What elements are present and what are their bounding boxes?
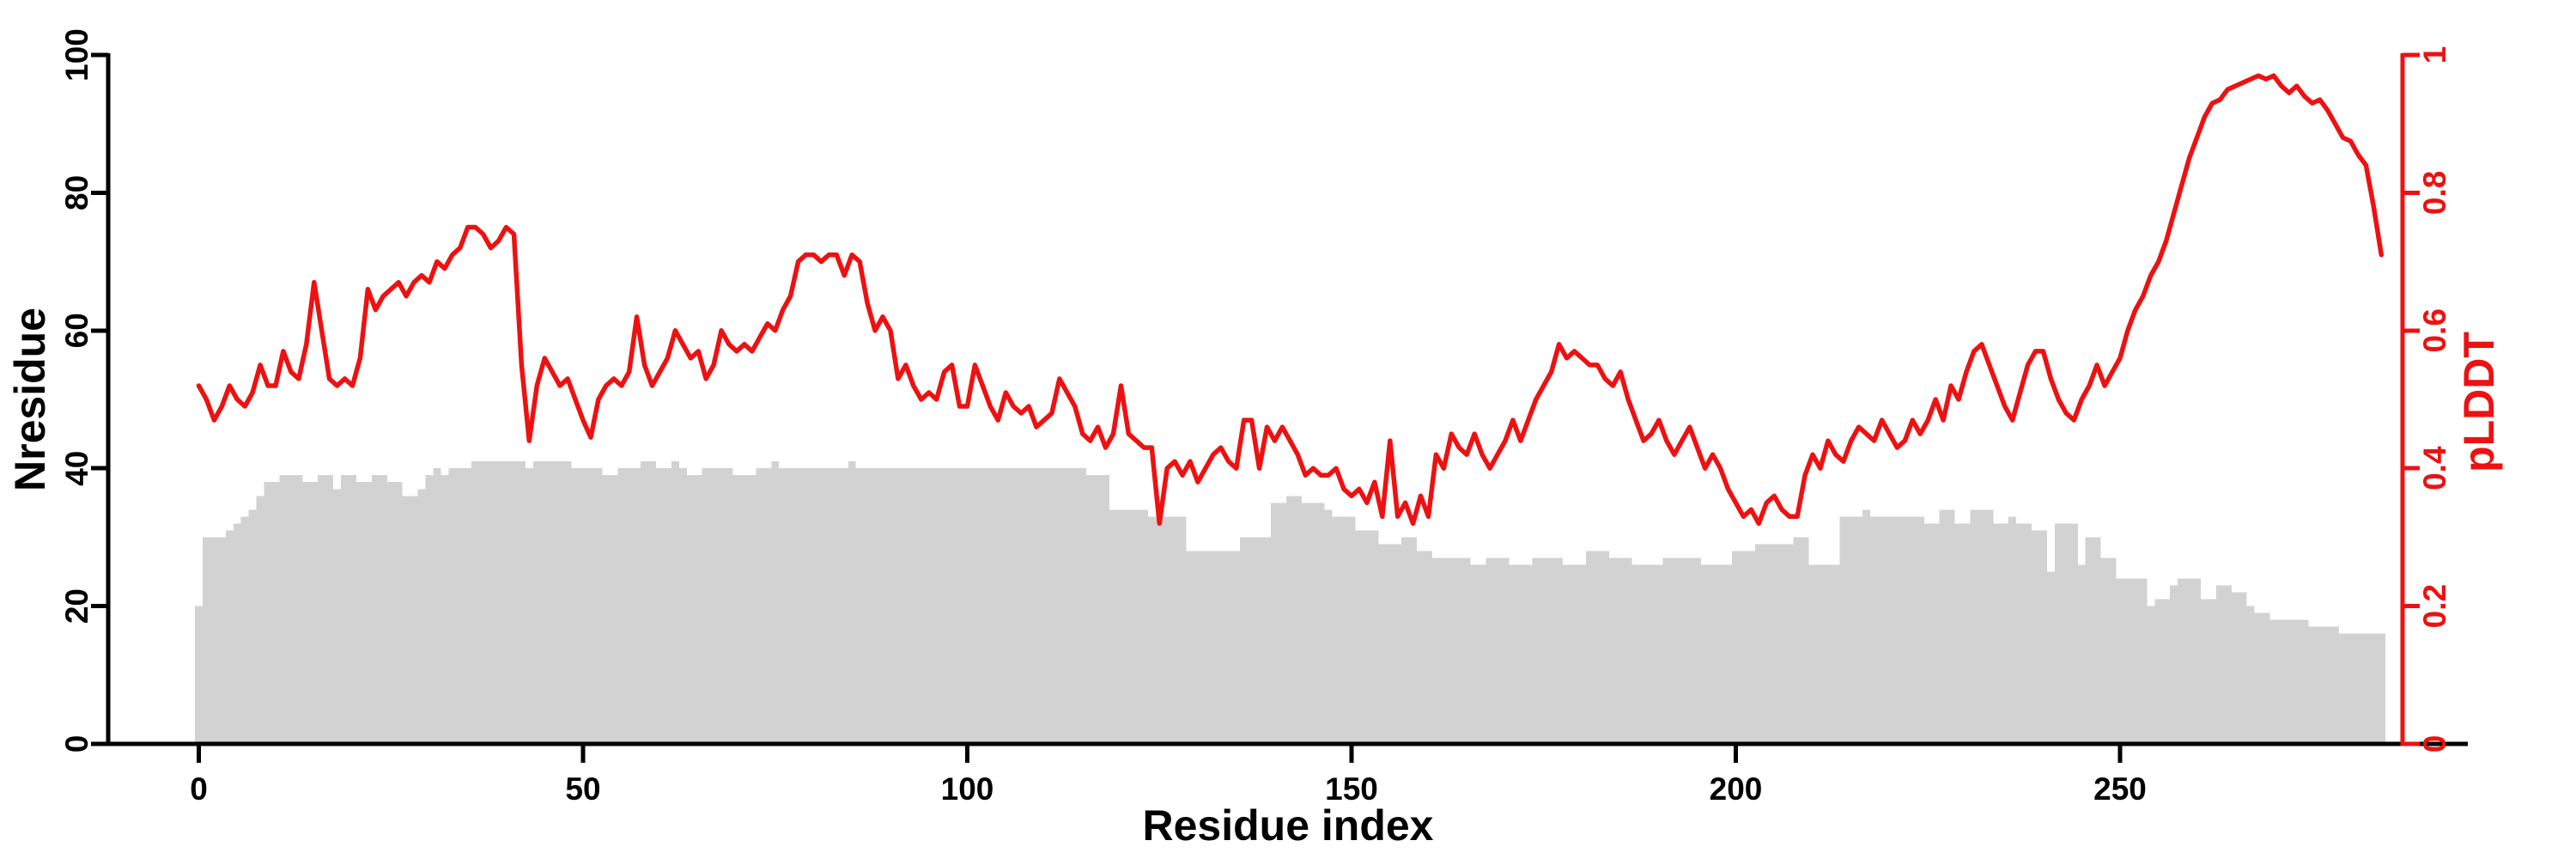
left-axis-tick-label: 20 [59,588,94,624]
right-axis-tick-label: 0.8 [2417,171,2452,215]
right-axis-tick-label: 0.4 [2417,446,2452,490]
left-axis-tick-label: 60 [59,313,94,348]
nresidue-area [195,461,2385,744]
bottom-axis-tick-label: 250 [2093,771,2147,807]
right-axis-tick-label: 0.6 [2417,308,2452,352]
left-axis-tick-label: 0 [59,735,94,753]
right-axis-title: pLDDT [2455,332,2503,472]
right-axis-tick-label: 1 [2417,46,2452,64]
right-axis-tick-label: 0 [2417,735,2452,753]
plddt-line [196,73,2385,527]
series-layer [195,73,2385,744]
bottom-axis-tick-label: 0 [190,771,208,807]
right-axis-tick-label: 0.2 [2417,584,2452,628]
bottom-axis-tick-label: 200 [1710,771,1763,807]
left-axis-tick-label: 100 [59,28,94,82]
bottom-axis-tick-label: 100 [941,771,994,807]
bottom-axis-tick-label: 50 [565,771,600,807]
bottom-axis-tick-label: 150 [1325,771,1378,807]
bottom-axis-title: Residue index [1143,801,1434,850]
axes-layer [91,52,2468,763]
left-axis-title: Nresidue [6,308,54,491]
tick-label-layer: 0 20 40 60 80 100 0 50 100 150 200 250 0 0.2 0.4 0.6 0.8… [59,28,2452,807]
left-axis-tick-label: 40 [59,451,94,486]
left-axis-tick-label: 80 [59,175,94,210]
